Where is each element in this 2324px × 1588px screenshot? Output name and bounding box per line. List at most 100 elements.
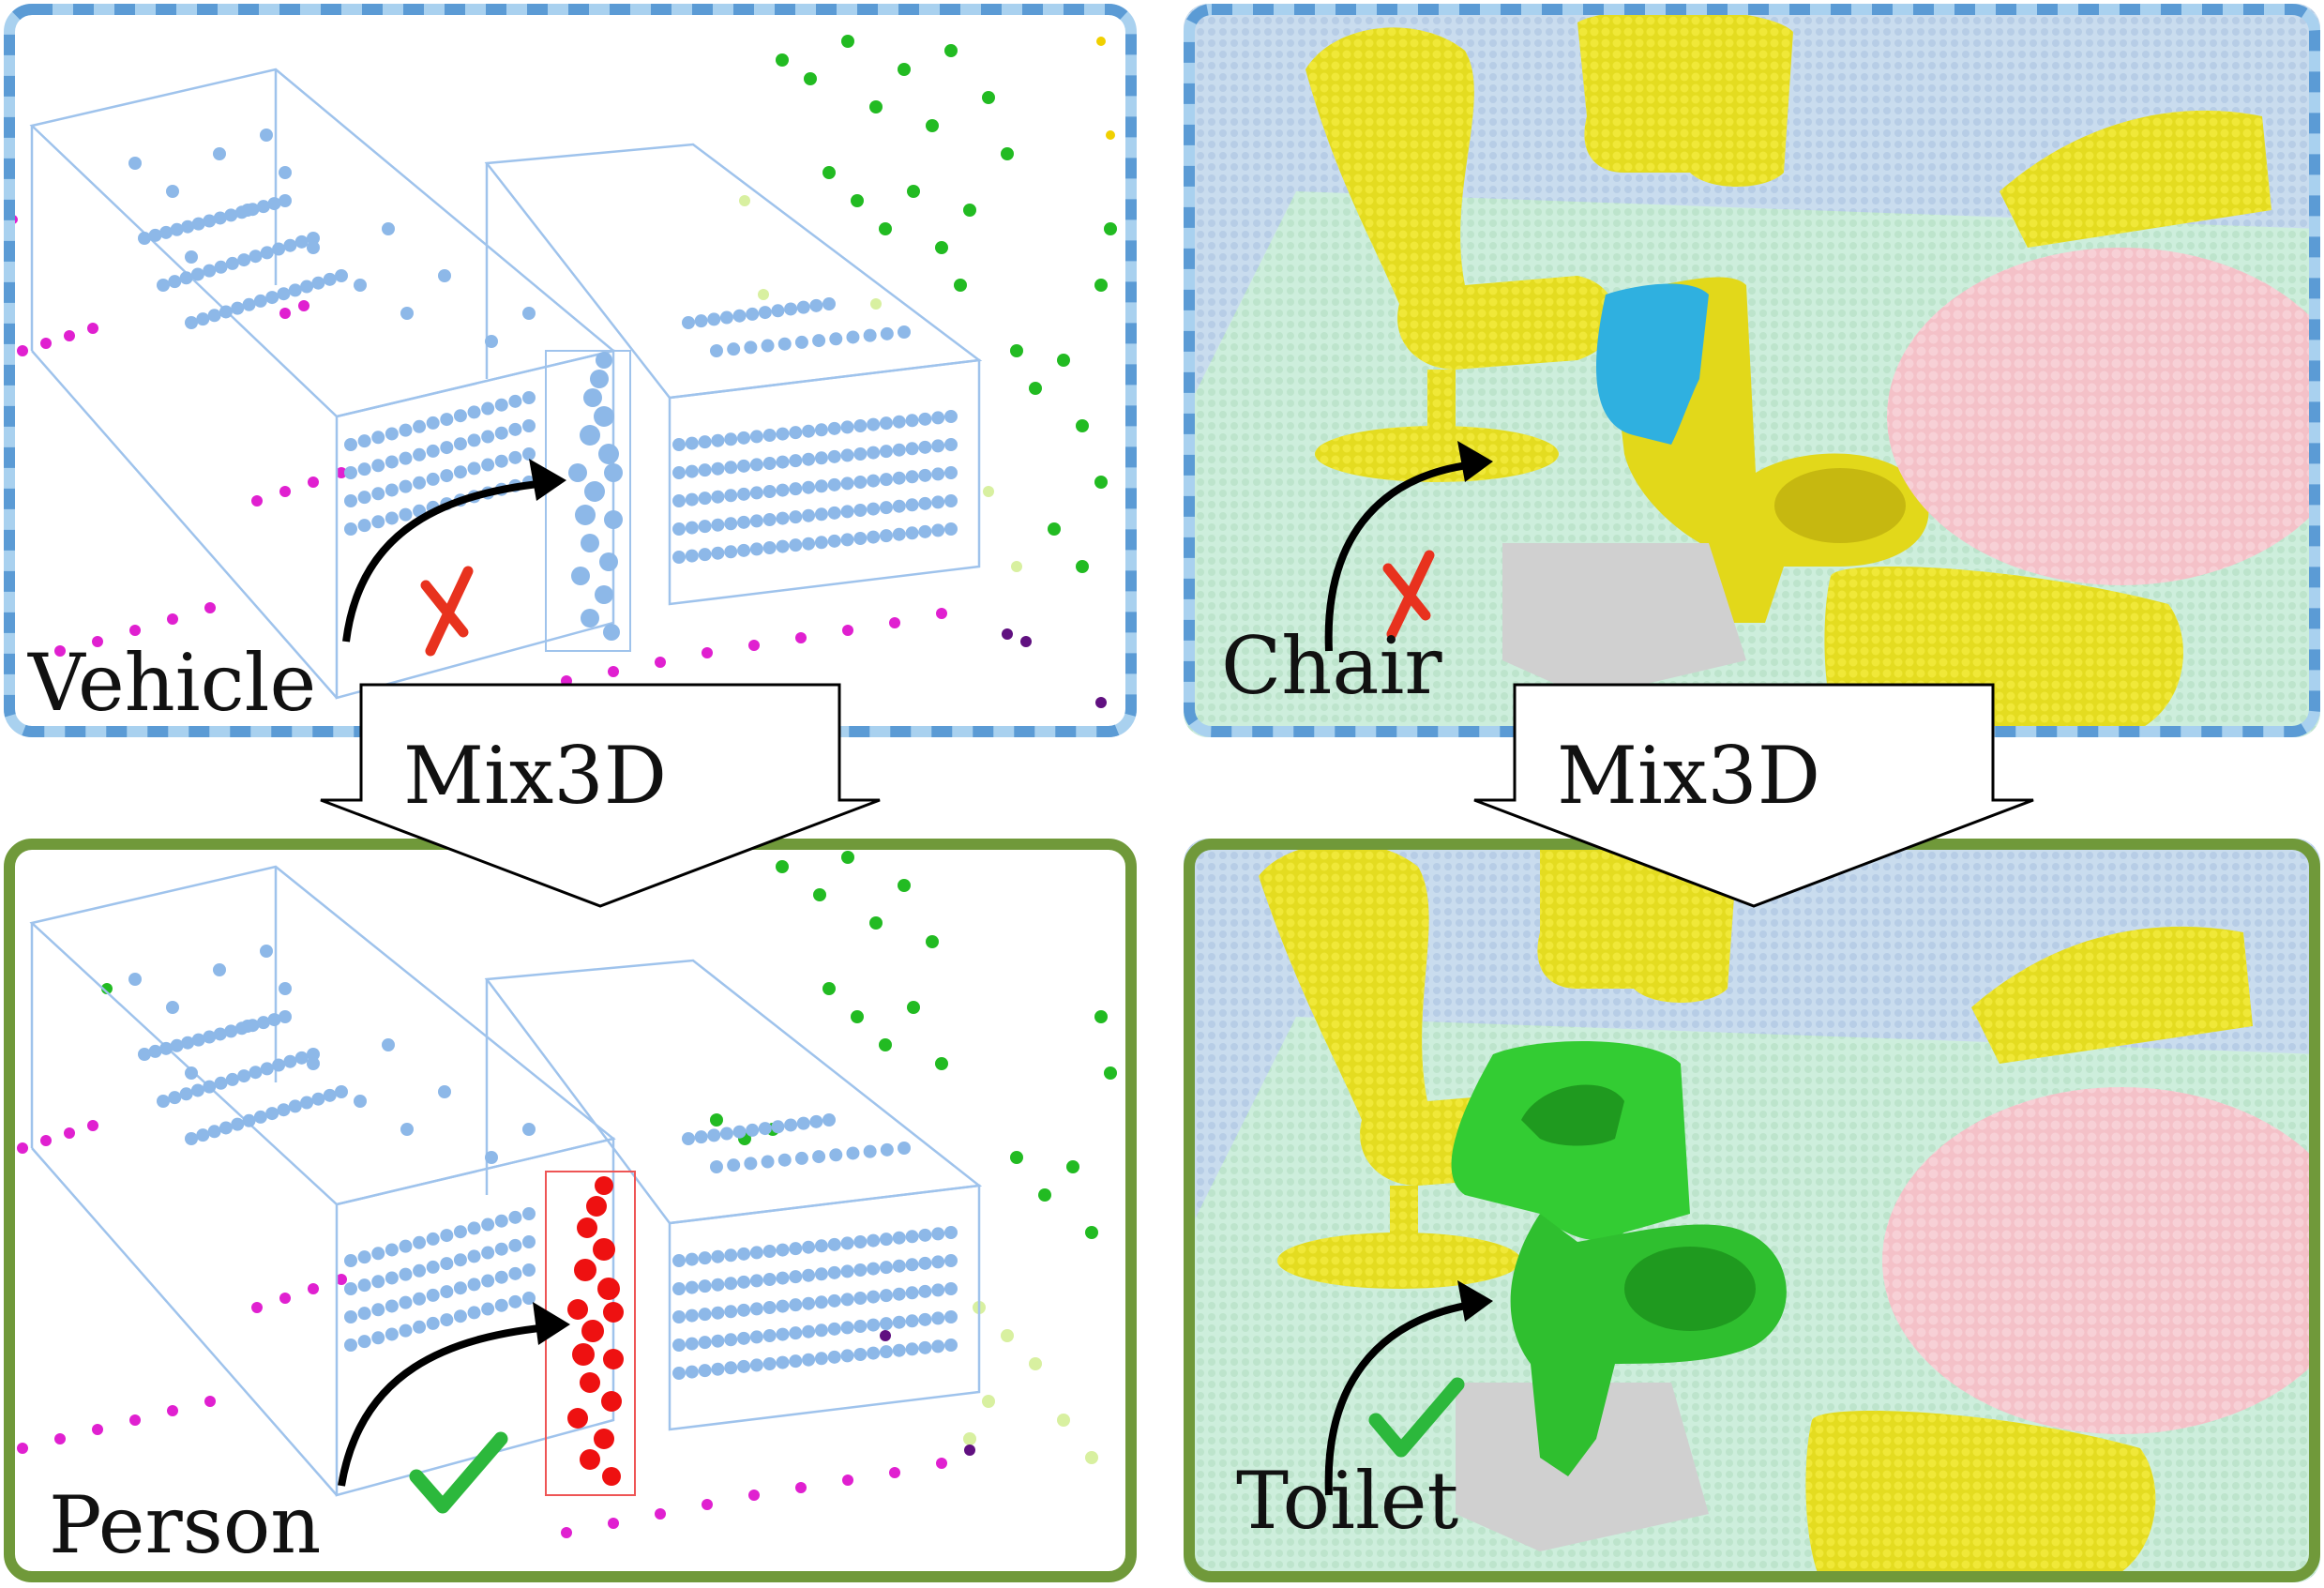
vehicle-point — [814, 536, 828, 550]
vehicle-point — [944, 1282, 958, 1295]
vehicle-point — [311, 276, 325, 290]
vehicle-point — [863, 328, 877, 342]
vehicle-point — [724, 461, 738, 475]
vehicle-point — [749, 542, 763, 556]
vehicle-point — [399, 1267, 413, 1281]
vehicle-point — [214, 260, 228, 274]
vehicle-point — [260, 246, 274, 260]
panel-indoor-wrong: Chair — [1184, 4, 2320, 737]
vehicle-point — [840, 1349, 854, 1363]
vehicle-point — [840, 476, 854, 491]
vehicle-point — [732, 309, 747, 323]
vehicle-point — [685, 436, 699, 450]
vehicle-point — [357, 434, 371, 448]
vehicle-point — [737, 1247, 751, 1261]
vehicle-point — [467, 1278, 481, 1292]
vehicle-point — [711, 1278, 725, 1292]
vehicle-point — [344, 438, 357, 451]
vehicle-point — [344, 1310, 357, 1323]
vehicle-point — [672, 1367, 686, 1380]
vehicle-point — [522, 1207, 536, 1220]
vehicle-point — [719, 1127, 733, 1141]
vehicle-point — [918, 440, 932, 454]
vehicle-point — [698, 1279, 712, 1293]
vehicle-point — [879, 445, 893, 459]
vehicle-point — [399, 451, 413, 465]
vehicle-point — [892, 443, 906, 457]
vehicle-point — [827, 421, 841, 435]
light-green-points — [963, 1301, 1098, 1464]
vehicle-point — [822, 297, 836, 310]
vehicle-point — [724, 1305, 738, 1319]
vehicle-point — [931, 523, 945, 537]
vehicle-point — [867, 502, 881, 516]
vehicle-point — [698, 548, 712, 562]
vehicle-point — [168, 275, 182, 289]
vehicle-point — [944, 1338, 958, 1352]
vehicle-point — [288, 283, 302, 297]
vehicle-point — [809, 298, 823, 312]
vehicle-point — [794, 1151, 808, 1165]
vehicle-boxes — [29, 68, 983, 700]
vehicle-point — [241, 204, 254, 217]
vehicle-point — [157, 1095, 170, 1108]
vehicle-point — [931, 1255, 945, 1269]
label-toilet: Toilet — [1236, 1455, 1459, 1547]
vehicle-point — [242, 1113, 256, 1127]
vehicle-point — [203, 1080, 217, 1094]
vehicle-point — [776, 483, 790, 497]
vehicle-point — [508, 394, 522, 408]
vehicle-point — [344, 466, 357, 479]
vehicle-point — [840, 533, 854, 547]
vehicle-point — [867, 1318, 881, 1332]
vehicle-point — [508, 450, 522, 464]
vehicle-point — [944, 522, 958, 536]
vehicle-point — [737, 1331, 751, 1345]
vehicle-point — [128, 973, 142, 986]
vehicle-point — [853, 476, 868, 489]
vehicle-point — [879, 473, 893, 487]
vehicle-point — [931, 1283, 945, 1297]
vehicle-point — [371, 1331, 385, 1345]
vehicle-point — [179, 1087, 193, 1101]
vehicle-point — [385, 1299, 399, 1313]
vehicle-point — [323, 272, 337, 286]
vehicle-point — [827, 1322, 841, 1336]
vehicle-point — [944, 410, 958, 423]
vehicle-point — [814, 423, 828, 437]
vehicle-point — [814, 1267, 828, 1281]
vehicle-point — [413, 476, 427, 490]
vehicle-point — [440, 1313, 454, 1327]
vehicle-point — [776, 1243, 790, 1257]
vehicle-point — [802, 508, 816, 522]
vehicle-point — [207, 309, 221, 323]
vehicle-point — [711, 546, 725, 560]
vehicle-point — [814, 1323, 828, 1338]
vehicle-point — [749, 514, 763, 528]
vehicle-point — [283, 1054, 297, 1068]
vehicle-point — [724, 1248, 738, 1263]
vehicle-point — [944, 494, 958, 507]
vehicle-point — [724, 517, 738, 531]
vehicle-point — [802, 1324, 816, 1338]
vehicle-point — [685, 549, 699, 563]
vehicle-point — [265, 291, 279, 305]
vehicle-point — [385, 511, 399, 525]
vehicle-point — [802, 1296, 816, 1310]
pointer-arrow — [338, 1323, 560, 1487]
vehicle-point — [814, 479, 828, 493]
vehicle-point — [853, 1320, 868, 1333]
vehicle-point — [789, 1354, 803, 1369]
vehicle-point — [892, 471, 906, 485]
vehicle-point — [918, 1340, 932, 1354]
vehicle-point — [467, 461, 481, 476]
vehicle-point — [399, 507, 413, 522]
vehicle-point — [789, 1242, 803, 1256]
vehicle-point — [777, 1153, 792, 1167]
vehicle-point — [371, 487, 385, 501]
vehicle-point — [880, 326, 894, 340]
vehicle-point — [400, 1123, 414, 1136]
vehicle-point — [905, 1342, 919, 1356]
vehicle-point — [784, 302, 798, 316]
vehicle-point — [426, 416, 440, 430]
